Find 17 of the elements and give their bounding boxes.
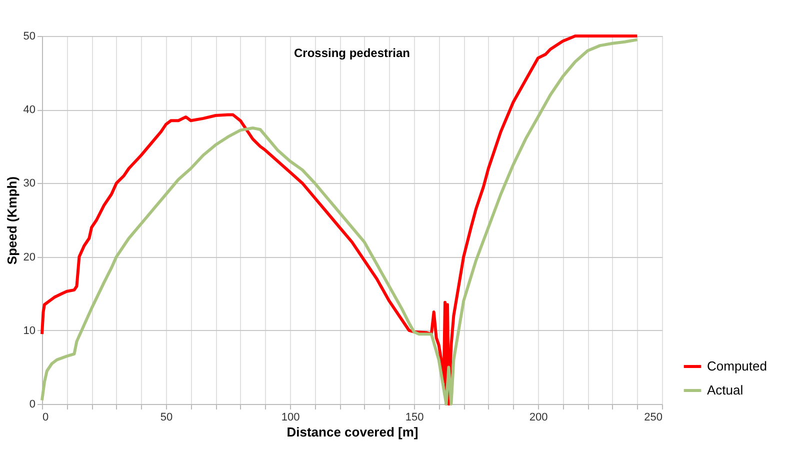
y-tick-label: 40 — [23, 104, 36, 116]
y-tick-label: 30 — [23, 178, 36, 190]
x-tick-label: 250 — [644, 412, 662, 424]
x-tick-label: 100 — [281, 412, 300, 424]
y-tick-label: 0 — [29, 398, 36, 410]
x-tick-label: 50 — [160, 412, 173, 424]
y-tick-label: 50 — [23, 30, 36, 42]
x-tick-label: 0 — [42, 412, 49, 424]
legend-label: Actual — [707, 382, 744, 398]
x-axis-title: Distance covered [m] — [286, 424, 418, 440]
legend-label: Computed — [707, 358, 767, 374]
x-tick-label: 150 — [405, 412, 424, 424]
y-tick-label: 10 — [23, 324, 36, 337]
y-axis-title: Speed (Kmph) — [4, 176, 20, 265]
text: Crossing pedestrian — [294, 46, 410, 60]
x-tick-label: 200 — [529, 412, 548, 424]
y-tick-label: 20 — [23, 251, 36, 264]
